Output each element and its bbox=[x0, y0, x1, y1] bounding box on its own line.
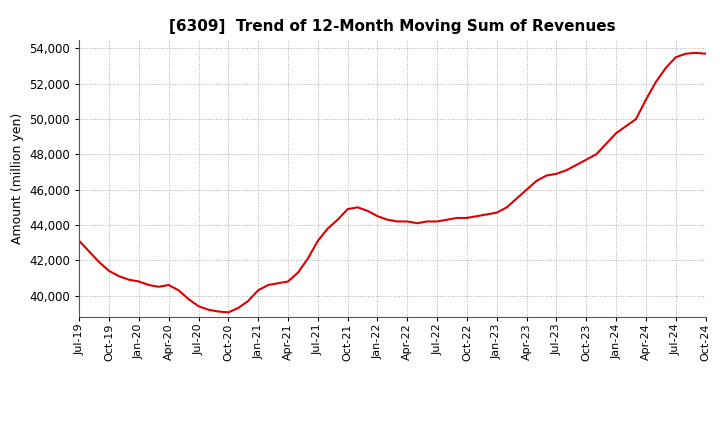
Title: [6309]  Trend of 12-Month Moving Sum of Revenues: [6309] Trend of 12-Month Moving Sum of R… bbox=[169, 19, 616, 34]
Y-axis label: Amount (million yen): Amount (million yen) bbox=[11, 113, 24, 244]
